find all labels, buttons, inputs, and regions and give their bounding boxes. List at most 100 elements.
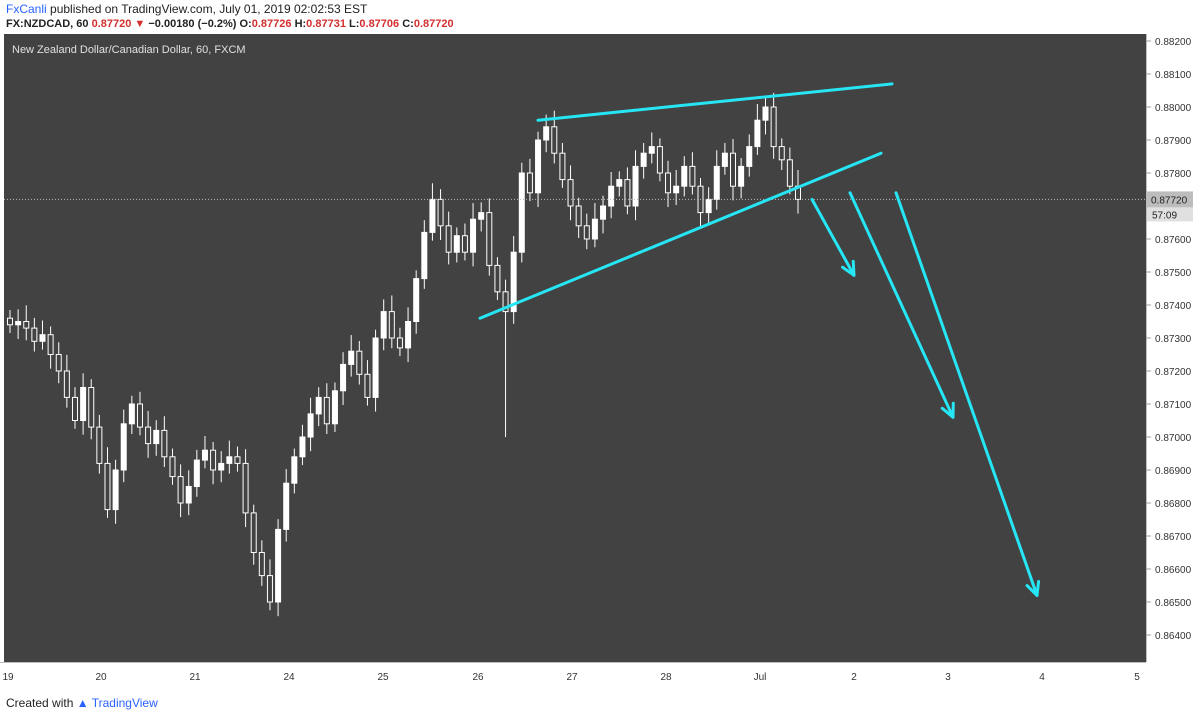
high-label: H: (294, 18, 307, 30)
candle-body (600, 205, 607, 220)
price-tick-label: 0.86900 (1155, 466, 1192, 477)
candle-body (502, 291, 509, 313)
candle-body (738, 165, 745, 187)
low-label: L: (349, 18, 360, 30)
candle-body (193, 459, 200, 488)
last-price-tag (1147, 191, 1193, 208)
forecast-arrow (894, 191, 1039, 597)
time-axis[interactable] (0, 662, 1146, 685)
candle-body (315, 396, 322, 415)
symbol-label[interactable]: FX:NZDCAD, 60 (6, 18, 89, 30)
time-tick-label: 19 (2, 672, 14, 683)
quote-line: FX:NZDCAD, 60 0.87720 ▼ −0.00180 (−0.2%)… (6, 18, 454, 30)
candle-body (778, 146, 785, 161)
time-tick-label: 21 (189, 672, 201, 683)
candle-body (405, 321, 412, 349)
candle-body (567, 179, 574, 207)
candle-body (348, 350, 355, 365)
publish-text: published on TradingView.com, July 01, 2… (46, 2, 368, 16)
candle-body (266, 575, 273, 603)
candle-body (535, 139, 542, 194)
price-tick-label: 0.87800 (1155, 169, 1192, 180)
candle-body (80, 387, 87, 421)
candle-body (234, 456, 241, 464)
time-tick-label: 4 (1039, 672, 1045, 683)
price-tick-label: 0.86600 (1155, 565, 1192, 576)
candle-body (169, 456, 176, 478)
candle-body (210, 449, 217, 471)
candle-body (396, 337, 403, 349)
candle-body (104, 462, 111, 511)
candle-body (388, 311, 395, 339)
candle-body (518, 172, 525, 253)
price-tick-label: 0.88200 (1155, 37, 1192, 48)
candle-body (478, 212, 485, 220)
candle-body (136, 403, 143, 428)
price-axis[interactable] (1146, 34, 1200, 662)
price-tick-label: 0.86800 (1155, 499, 1192, 510)
low-value: 0.87706 (359, 18, 400, 30)
candle-body (63, 370, 70, 398)
candle-body (39, 334, 46, 342)
price-tick-label: 0.87600 (1155, 235, 1192, 246)
candle-body (721, 152, 728, 167)
countdown-tag (1147, 207, 1193, 222)
candle-body (380, 311, 387, 339)
candle-body (71, 396, 78, 421)
candle-body (413, 278, 420, 323)
candle-body (31, 327, 38, 342)
price-tick-label: 0.86400 (1155, 631, 1192, 642)
candle-body (185, 486, 192, 504)
time-tick-label: 3 (945, 672, 951, 683)
candle-body (494, 264, 501, 293)
footer: Created with ▲ TradingView (6, 696, 158, 710)
price-tick-label: 0.87500 (1155, 268, 1192, 279)
created-with-label: Created with (6, 696, 74, 710)
candle-body (624, 179, 631, 207)
candle-body (673, 185, 680, 194)
arrow-head-icon (841, 259, 856, 277)
candle-body (754, 119, 761, 148)
arrow-head-icon (1025, 579, 1041, 597)
candle-body (258, 552, 265, 577)
candle-body (291, 456, 298, 484)
high-value: 0.87731 (306, 18, 346, 30)
candle-body (461, 235, 468, 253)
chart-title: New Zealand Dollar/Canadian Dollar, 60, … (12, 44, 246, 56)
candle-body (356, 350, 363, 375)
candle-body (486, 212, 493, 266)
candle-body (55, 354, 62, 372)
candle-body (283, 482, 290, 530)
candle-body (299, 436, 306, 458)
candle-body (307, 413, 314, 438)
tradingview-brand[interactable]: TradingView (91, 696, 158, 710)
price-tick-label: 0.87900 (1155, 136, 1192, 147)
price-tick-label: 0.87100 (1155, 400, 1192, 411)
candle-body (331, 390, 338, 425)
candle-body (177, 476, 184, 504)
candle-body (47, 334, 54, 356)
chart-header: FxCanli published on TradingView.com, Ju… (0, 0, 1200, 36)
candle-body (250, 512, 257, 554)
price-change: −0.00180 (−0.2%) (148, 18, 237, 30)
price-tick-label: 0.88000 (1155, 103, 1192, 114)
candle-body (762, 106, 769, 121)
open-label: O: (239, 18, 252, 30)
price-tick-label: 0.87400 (1155, 301, 1192, 312)
candle-body (616, 179, 623, 187)
price-tick-label: 0.87000 (1155, 433, 1192, 444)
candle-body (648, 146, 655, 154)
publish-line: FxCanli published on TradingView.com, Ju… (6, 2, 367, 16)
candle-body (656, 146, 663, 174)
close-value: 0.87720 (413, 18, 454, 30)
price-tick-label: 0.86500 (1155, 598, 1192, 609)
candle-body (7, 317, 13, 326)
publisher-name[interactable]: FxCanli (6, 2, 47, 16)
candle-body (608, 185, 615, 207)
candle-body (153, 429, 160, 445)
chart-plot-area[interactable] (4, 34, 1146, 662)
candle-body (218, 462, 225, 471)
candle-body (591, 218, 598, 240)
candle-body (429, 198, 436, 233)
candle-body (689, 165, 696, 187)
